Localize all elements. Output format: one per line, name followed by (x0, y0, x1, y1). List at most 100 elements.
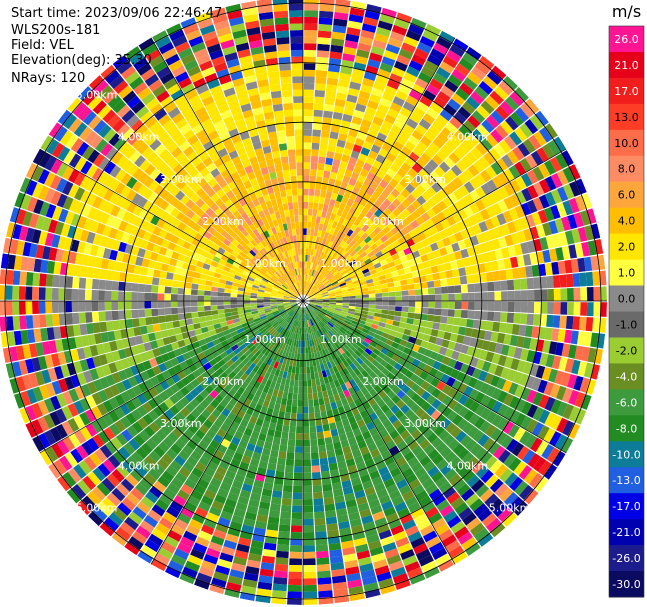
velocity-cell (521, 290, 528, 301)
velocity-cell (230, 293, 237, 297)
velocity-cell (283, 103, 293, 110)
velocity-cell (303, 545, 315, 552)
velocity-cell (292, 189, 298, 196)
velocity-cell (93, 268, 101, 279)
velocity-cell (474, 283, 481, 292)
velocity-cell (308, 209, 313, 216)
velocity-cell (112, 320, 120, 330)
velocity-cell (286, 136, 294, 143)
velocity-cell (304, 162, 311, 169)
velocity-cell (165, 315, 172, 322)
velocity-cell (273, 584, 287, 592)
velocity-cell (289, 17, 303, 24)
velocity-cell (317, 557, 330, 565)
velocity-cell (324, 397, 330, 405)
velocity-cell (224, 293, 231, 297)
velocity-cell (309, 189, 315, 196)
velocity-cell (273, 157, 281, 165)
velocity-cell (158, 308, 165, 315)
velocity-cell (308, 202, 313, 209)
velocity-cell (323, 111, 333, 119)
velocity-cell (171, 308, 178, 315)
velocity-cell (307, 373, 311, 380)
velocity-cell (178, 307, 185, 313)
velocity-cell (138, 284, 145, 292)
velocity-cell (106, 270, 114, 280)
velocity-cell (303, 486, 312, 493)
velocity-cell (99, 280, 106, 290)
velocity-cell (304, 109, 313, 116)
velocity-cell (277, 37, 290, 45)
velocity-cell (308, 400, 313, 407)
velocity-cell (306, 354, 309, 361)
velocity-cell (592, 271, 600, 286)
velocity-cell (314, 196, 320, 203)
velocity-cell (98, 311, 105, 321)
velocity-cell (323, 424, 330, 432)
velocity-cell (316, 385, 322, 392)
velocity-cell (193, 323, 201, 330)
velocity-cell (296, 420, 302, 427)
velocity-cell (310, 366, 314, 373)
velocity-cell (520, 278, 527, 289)
velocity-cell (292, 229, 296, 236)
velocity-cell (314, 518, 325, 525)
velocity-cell (304, 129, 312, 136)
velocity-cell (272, 97, 283, 105)
velocity-cell (324, 164, 332, 172)
velocity-cell (280, 511, 291, 518)
velocity-cell (285, 465, 294, 472)
velocity-cell (152, 316, 160, 324)
velocity-cell (317, 210, 322, 217)
velocity-cell (415, 289, 422, 295)
velocity-cell (32, 301, 39, 314)
velocity-cell (295, 373, 299, 380)
velocity-cell (199, 317, 206, 323)
velocity-cell (197, 290, 204, 296)
velocity-cell (274, 11, 288, 19)
velocity-cell (276, 551, 289, 559)
velocity-cell (313, 203, 318, 210)
velocity-cell (244, 301, 251, 304)
velocity-cell (452, 269, 460, 278)
velocity-cell (205, 316, 212, 322)
velocity-cell (303, 420, 309, 427)
velocity-cell (159, 278, 166, 286)
velocity-cell (200, 274, 208, 280)
velocity-cell (273, 4, 288, 12)
velocity-cell (311, 379, 316, 386)
velocity-cell (287, 591, 301, 598)
velocity-cell (499, 270, 507, 281)
velocity-cell (282, 492, 292, 499)
velocity-cell (164, 308, 171, 315)
velocity-cell (306, 248, 309, 255)
velocity-cell (304, 43, 316, 50)
velocity-cell (280, 77, 291, 84)
velocity-cell (277, 544, 290, 552)
velocity-cell (113, 271, 121, 281)
velocity-cell (303, 426, 309, 433)
velocity-cell (197, 306, 204, 311)
velocity-cell (316, 544, 328, 552)
velocity-cell (389, 297, 396, 302)
velocity-cell (301, 248, 304, 255)
velocity-cell (274, 430, 282, 438)
velocity-cell (191, 295, 198, 301)
velocity-cell (281, 505, 292, 512)
velocity-cell (303, 519, 314, 526)
velocity-cell (184, 295, 191, 301)
velocity-cell (284, 412, 290, 419)
velocity-cell (280, 150, 288, 158)
velocity-cell (487, 282, 494, 292)
velocity-cell (211, 306, 218, 311)
velocity-cell (79, 312, 86, 323)
velocity-cell (80, 324, 88, 335)
velocity-cell (191, 283, 198, 289)
velocity-cell (78, 301, 85, 312)
velocity-cell (191, 289, 198, 295)
velocity-cell (314, 110, 324, 117)
velocity-cell (349, 299, 356, 302)
velocity-cell (312, 472, 321, 479)
velocity-cell (319, 398, 325, 405)
velocity-cell (299, 222, 303, 229)
